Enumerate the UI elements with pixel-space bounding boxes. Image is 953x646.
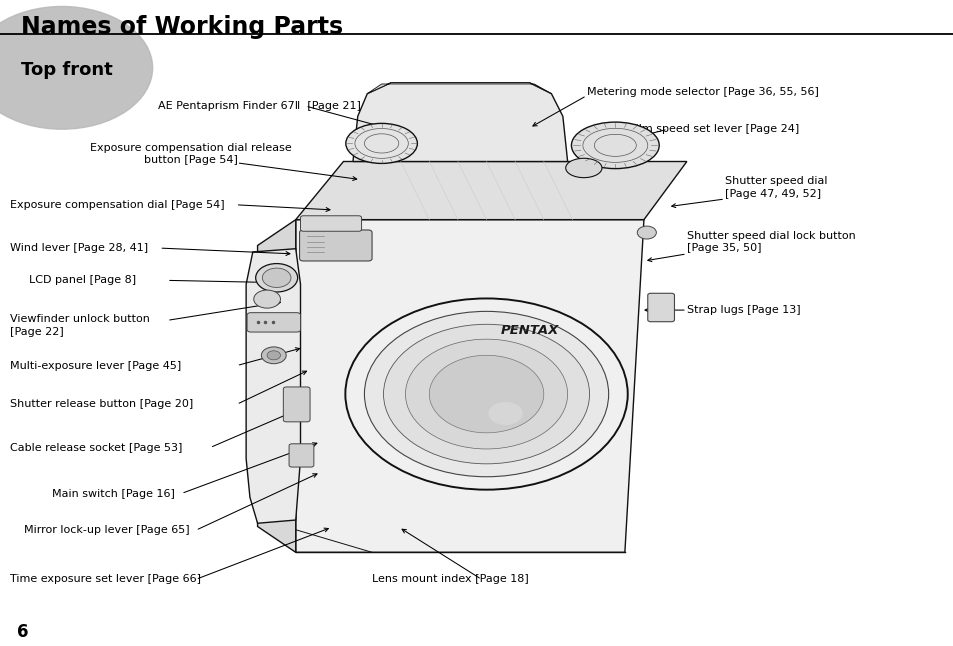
- Circle shape: [405, 339, 567, 449]
- Text: PENTAX: PENTAX: [499, 324, 558, 337]
- Circle shape: [261, 347, 286, 364]
- Polygon shape: [295, 220, 643, 552]
- Ellipse shape: [345, 123, 416, 163]
- FancyBboxPatch shape: [300, 216, 361, 231]
- Circle shape: [429, 355, 543, 433]
- FancyBboxPatch shape: [247, 313, 300, 332]
- Text: Metering mode selector [Page 36, 55, 56]: Metering mode selector [Page 36, 55, 56]: [586, 87, 818, 97]
- Text: Multi-exposure lever [Page 45]: Multi-exposure lever [Page 45]: [10, 360, 181, 371]
- Text: Time exposure set lever [Page 66]: Time exposure set lever [Page 66]: [10, 574, 200, 585]
- Polygon shape: [257, 220, 295, 552]
- Text: Main switch [Page 16]: Main switch [Page 16]: [52, 488, 175, 499]
- Ellipse shape: [571, 122, 659, 169]
- Text: Shutter speed dial lock button
[Page 35, 50]: Shutter speed dial lock button [Page 35,…: [686, 231, 855, 253]
- Circle shape: [383, 324, 589, 464]
- Text: Top front: Top front: [21, 61, 112, 79]
- Text: Shutter release button [Page 20]: Shutter release button [Page 20]: [10, 399, 193, 410]
- Circle shape: [364, 311, 608, 477]
- FancyBboxPatch shape: [647, 293, 674, 322]
- Circle shape: [488, 402, 522, 425]
- Circle shape: [262, 268, 291, 287]
- Text: AE Pentaprism Finder 67Ⅱ  [Page 21]: AE Pentaprism Finder 67Ⅱ [Page 21]: [158, 101, 360, 111]
- Circle shape: [637, 226, 656, 239]
- Polygon shape: [353, 83, 567, 162]
- FancyBboxPatch shape: [283, 387, 310, 422]
- Polygon shape: [246, 249, 300, 523]
- Ellipse shape: [565, 158, 601, 178]
- Text: Wind lever [Page 28, 41]: Wind lever [Page 28, 41]: [10, 243, 148, 253]
- Text: Names of Working Parts: Names of Working Parts: [21, 15, 343, 39]
- Text: Mirror lock-up lever [Page 65]: Mirror lock-up lever [Page 65]: [24, 525, 190, 536]
- Text: Exposure compensation dial release
button [Page 54]: Exposure compensation dial release butto…: [90, 143, 292, 165]
- Circle shape: [253, 290, 280, 308]
- Circle shape: [267, 351, 280, 360]
- Text: Viewfinder unlock button
[Page 22]: Viewfinder unlock button [Page 22]: [10, 315, 150, 337]
- Text: Lens mount index [Page 18]: Lens mount index [Page 18]: [372, 574, 528, 585]
- Circle shape: [345, 298, 627, 490]
- Polygon shape: [367, 83, 551, 94]
- Text: LCD panel [Page 8]: LCD panel [Page 8]: [29, 275, 135, 286]
- Polygon shape: [295, 162, 686, 220]
- Text: Exposure compensation dial [Page 54]: Exposure compensation dial [Page 54]: [10, 200, 224, 210]
- Text: Cable release socket [Page 53]: Cable release socket [Page 53]: [10, 443, 182, 453]
- FancyBboxPatch shape: [299, 230, 372, 261]
- Text: 6: 6: [17, 623, 29, 641]
- Text: Film speed set lever [Page 24]: Film speed set lever [Page 24]: [629, 124, 798, 134]
- Circle shape: [0, 6, 152, 129]
- Text: Strap lugs [Page 13]: Strap lugs [Page 13]: [686, 305, 800, 315]
- Circle shape: [255, 264, 297, 292]
- Text: Shutter speed dial
[Page 47, 49, 52]: Shutter speed dial [Page 47, 49, 52]: [724, 176, 826, 198]
- FancyBboxPatch shape: [289, 444, 314, 467]
